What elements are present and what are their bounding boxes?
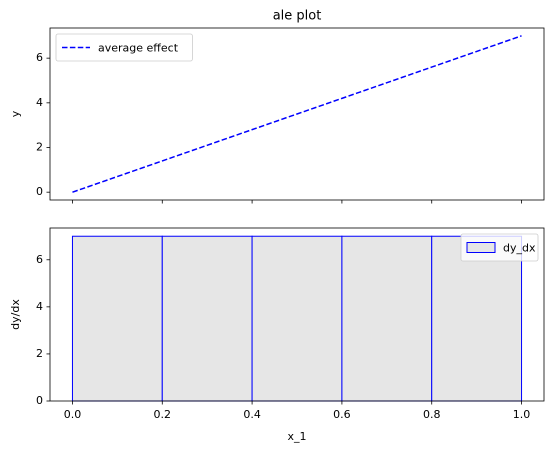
legend-box [460, 233, 539, 262]
legend-label: dy_dx [503, 242, 536, 255]
x-tick-label: 1.0 [513, 408, 531, 421]
axes-frame [49, 227, 545, 402]
y-tick-label: 6 [36, 253, 43, 266]
axes-frame [49, 27, 545, 201]
histogram-bar [341, 235, 433, 402]
y-tick-label: 6 [36, 51, 43, 64]
x-tick-label: 0.8 [423, 408, 441, 421]
legend-box [55, 33, 193, 62]
y-tick-label: 4 [36, 300, 43, 313]
y-axis-label: dy/dx [9, 299, 22, 330]
legend-label: average effect [98, 42, 179, 55]
legend-swatch [466, 242, 496, 253]
histogram-bar [431, 235, 523, 402]
x-tick-label: 0.2 [154, 408, 172, 421]
x-axis-label: x_1 [287, 430, 306, 443]
chart-title: ale plot [273, 9, 322, 24]
y-tick-label: 0 [36, 185, 43, 198]
y-tick-label: 0 [36, 394, 43, 407]
y-tick-label: 4 [36, 96, 43, 109]
histogram-bar [71, 235, 163, 402]
histogram-bar [251, 235, 343, 402]
x-tick-label: 0.0 [64, 408, 82, 421]
histogram-bar [161, 235, 253, 402]
x-tick-label: 0.6 [333, 408, 351, 421]
y-tick-label: 2 [36, 347, 43, 360]
y-axis-label: y [9, 110, 22, 117]
x-tick-label: 0.4 [243, 408, 261, 421]
y-tick-label: 2 [36, 141, 43, 154]
line-series [72, 35, 522, 193]
